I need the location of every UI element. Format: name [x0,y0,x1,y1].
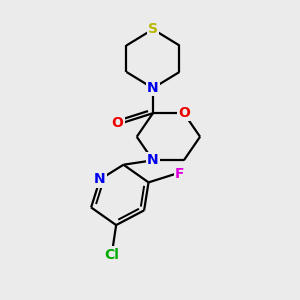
Text: O: O [112,116,124,130]
Text: N: N [147,153,159,167]
Text: S: S [148,22,158,36]
Text: O: O [178,106,190,120]
Text: N: N [94,172,106,186]
Text: N: N [147,81,159,95]
Text: F: F [175,167,184,181]
Text: Cl: Cl [104,248,119,262]
